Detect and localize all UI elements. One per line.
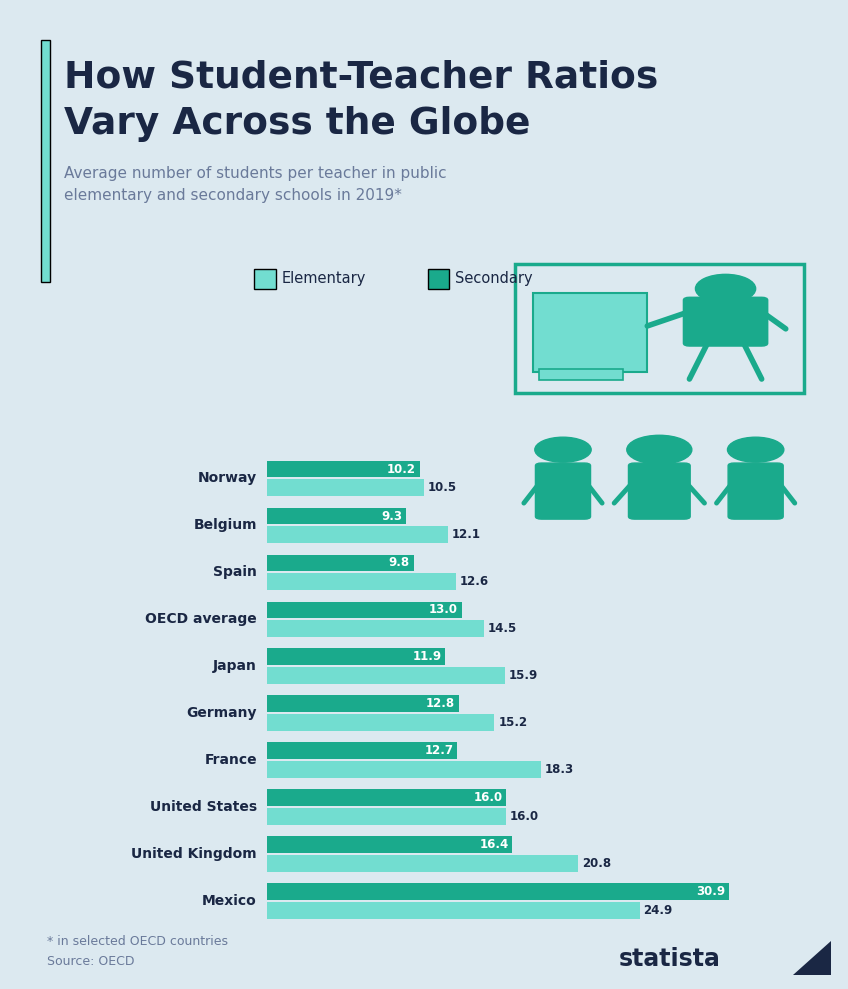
Text: 9.3: 9.3 [382, 509, 403, 522]
FancyBboxPatch shape [533, 293, 647, 372]
Bar [267, 855, 578, 872]
Text: Vary Across the Globe: Vary Across the Globe [64, 106, 530, 141]
Text: 12.1: 12.1 [452, 528, 481, 541]
Text: 12.7: 12.7 [424, 745, 454, 758]
Text: 15.2: 15.2 [499, 716, 527, 729]
Bar [267, 574, 455, 590]
Bar [267, 555, 414, 572]
Bar [267, 668, 505, 684]
Text: 18.3: 18.3 [544, 764, 574, 776]
Bar [267, 837, 512, 854]
Text: United States: United States [150, 800, 257, 814]
Text: 12.6: 12.6 [460, 576, 488, 588]
Bar [267, 808, 506, 825]
FancyBboxPatch shape [628, 463, 690, 519]
Text: 14.5: 14.5 [488, 622, 517, 635]
Text: France: France [204, 754, 257, 767]
Bar [267, 743, 457, 760]
Bar [267, 507, 406, 524]
Bar [267, 480, 424, 496]
Circle shape [728, 437, 784, 462]
Text: 11.9: 11.9 [412, 651, 441, 664]
FancyBboxPatch shape [535, 463, 590, 519]
FancyBboxPatch shape [539, 369, 623, 381]
Polygon shape [793, 941, 831, 975]
Text: 24.9: 24.9 [644, 904, 672, 917]
Bar [267, 601, 461, 618]
Text: 16.0: 16.0 [473, 791, 503, 804]
Text: Secondary: Secondary [455, 271, 533, 287]
Text: Germany: Germany [187, 706, 257, 720]
Circle shape [627, 435, 692, 464]
Text: United Kingdom: United Kingdom [131, 848, 257, 861]
Text: Average number of students per teacher in public
elementary and secondary school: Average number of students per teacher i… [64, 166, 446, 203]
Text: 9.8: 9.8 [389, 557, 410, 570]
Bar [267, 461, 420, 478]
Bar [267, 649, 445, 666]
Bar [267, 526, 448, 543]
FancyBboxPatch shape [683, 298, 767, 346]
Text: Mexico: Mexico [202, 894, 257, 908]
Text: * in selected OECD countries
Source: OECD: * in selected OECD countries Source: OEC… [47, 935, 227, 967]
Text: Norway: Norway [198, 472, 257, 486]
Bar [267, 789, 506, 806]
Text: 13.0: 13.0 [429, 603, 458, 616]
Bar [267, 762, 541, 778]
Text: OECD average: OECD average [145, 612, 257, 626]
Text: 10.5: 10.5 [428, 482, 457, 494]
Circle shape [695, 274, 756, 303]
Text: How Student-Teacher Ratios: How Student-Teacher Ratios [64, 59, 658, 95]
Text: statista: statista [619, 947, 721, 971]
Circle shape [535, 437, 591, 462]
Text: 10.2: 10.2 [387, 463, 416, 476]
Bar [267, 902, 639, 919]
Bar [267, 620, 484, 637]
Text: 16.0: 16.0 [510, 810, 539, 823]
FancyBboxPatch shape [728, 463, 784, 519]
Text: 20.8: 20.8 [582, 857, 611, 870]
Text: Japan: Japan [213, 660, 257, 674]
Bar [267, 883, 729, 900]
Text: 30.9: 30.9 [696, 885, 726, 898]
Bar [267, 714, 494, 731]
Text: 12.8: 12.8 [426, 697, 455, 710]
Bar [267, 695, 459, 712]
Text: Spain: Spain [213, 566, 257, 580]
Text: Elementary: Elementary [282, 271, 365, 287]
Text: 15.9: 15.9 [509, 670, 538, 682]
Text: Belgium: Belgium [193, 518, 257, 532]
Text: 16.4: 16.4 [479, 839, 509, 852]
